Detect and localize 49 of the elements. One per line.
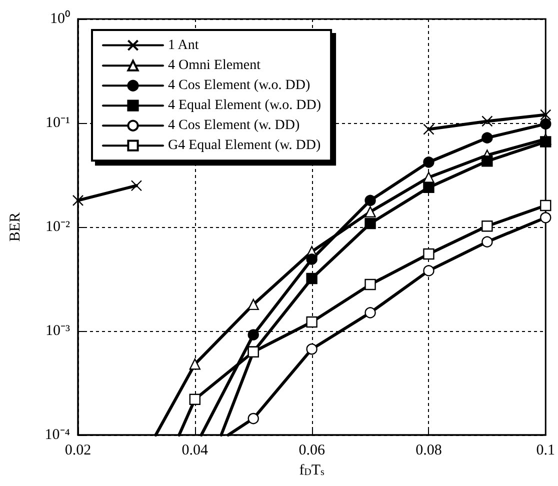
point <box>306 343 318 355</box>
point <box>423 248 434 260</box>
point <box>248 298 259 310</box>
point <box>423 156 434 168</box>
point <box>364 278 376 290</box>
point <box>306 316 318 328</box>
legend-label: 4 Cos Element (w.o. DD) <box>168 78 311 94</box>
point <box>130 180 142 192</box>
point <box>540 136 552 148</box>
legend-label: 1 Ant <box>168 38 199 53</box>
x-tick-label: 0.06 <box>298 442 326 458</box>
point <box>364 218 376 230</box>
x-axis-title: fDTs <box>299 462 325 478</box>
point <box>540 200 552 212</box>
point <box>540 118 552 130</box>
point <box>482 132 493 144</box>
point <box>364 206 376 218</box>
x-tick-label: 0.04 <box>182 442 209 458</box>
point <box>364 194 376 206</box>
point <box>189 394 201 405</box>
y-axis-title: BER <box>8 212 24 242</box>
x-tick-label: 0.08 <box>416 442 442 458</box>
point <box>482 156 493 167</box>
y-tick-label: 10⁰ <box>50 10 70 27</box>
point <box>306 254 318 265</box>
legend-label: 4 Cos Element (w. DD) <box>168 118 300 134</box>
point <box>423 265 434 276</box>
x-tick-label: 0.02 <box>64 442 92 458</box>
point <box>482 220 493 232</box>
y-tick-label: 10⁻¹ <box>46 115 70 131</box>
point <box>540 109 552 120</box>
point <box>364 307 376 318</box>
point <box>72 194 84 206</box>
point <box>482 116 493 127</box>
legend-label: 4 Omni Element <box>168 58 261 74</box>
point <box>423 124 434 135</box>
legend-label: G4 Equal Element (w. DD) <box>168 138 321 154</box>
point <box>189 358 201 370</box>
point <box>248 329 259 340</box>
point <box>306 272 318 284</box>
point <box>248 412 259 424</box>
point <box>482 236 493 248</box>
point <box>423 182 434 194</box>
y-tick-label: 10⁻² <box>46 219 70 235</box>
point <box>540 212 552 224</box>
legend-label: 4 Equal Element (w.o. DD) <box>168 98 322 114</box>
y-tick-label: 10⁻³ <box>46 323 70 339</box>
x-tick-label: 0.1 <box>536 442 555 458</box>
y-tick-label: 10⁻⁴ <box>44 427 70 443</box>
